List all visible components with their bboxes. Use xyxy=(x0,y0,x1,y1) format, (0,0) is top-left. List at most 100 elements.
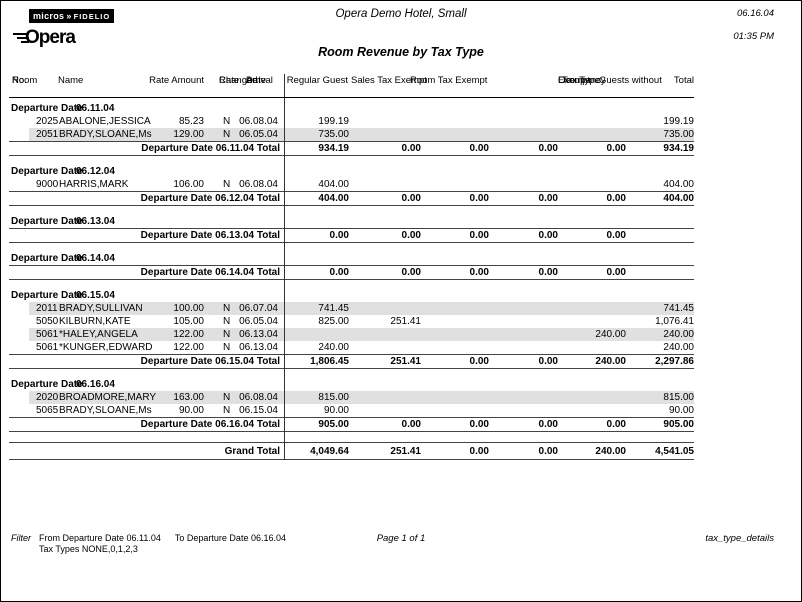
rate-changed-cell: N xyxy=(223,116,231,127)
rate-changed-cell: N xyxy=(223,392,231,403)
sales-tax-exempt-cell xyxy=(349,178,421,191)
logo-arrow-icon: » xyxy=(66,11,72,21)
rate-changed-cell: N xyxy=(223,129,231,140)
regular-guest-cell: 815.00 xyxy=(318,392,349,403)
occupancy-exempt-cell xyxy=(489,178,558,191)
micros-logo-text: micros xyxy=(33,11,65,21)
total-occupancy-exempt: 0.00 xyxy=(538,230,558,241)
arrival-date-cell: 06.05.04 xyxy=(239,129,278,140)
rate-amount-cell: 105.00 xyxy=(173,316,204,327)
filter-label: Filter xyxy=(11,533,31,543)
section-header: Departure Date 06.11.04 xyxy=(9,102,694,115)
rate-amount-cell: 163.00 xyxy=(173,392,204,403)
guest-name-cell: *HALEY,ANGELA xyxy=(59,329,138,340)
room-tax-exempt-cell xyxy=(421,341,489,354)
total-guests-without: 240.00 xyxy=(595,356,626,367)
rate-changed-cell: N xyxy=(223,405,231,416)
guest-name-cell: HARRIS,MARK xyxy=(59,179,129,190)
total-regular-guest: 905.00 xyxy=(318,419,349,430)
sales-tax-exempt-cell xyxy=(349,328,421,341)
guest-row: 2025 ABALONE,JESSICA 85.23 N 06.08.04 199.19 1… xyxy=(9,115,694,128)
arrival-date-cell: 06.08.04 xyxy=(239,179,278,190)
guest-row: 5065 BRADY,SLOANE,Ms 90.00 N 06.15.04 90.00 90… xyxy=(9,404,694,417)
arrival-date-cell: 06.07.04 xyxy=(239,303,278,314)
departure-date-value: 06.11.04 xyxy=(76,103,115,114)
room-tax-exempt-cell xyxy=(421,315,489,328)
guest-row: 2020 BROADMORE,MARY 163.00 N 06.08.04 815.00 8… xyxy=(9,391,694,404)
total-guests-without: 0.00 xyxy=(606,230,626,241)
total-cell: 240.00 xyxy=(663,329,694,340)
total-total: 905.00 xyxy=(663,419,694,430)
opera-swoosh-icon xyxy=(13,33,29,43)
guest-row: 2011 BRADY,SULLIVAN 100.00 N 06.07.04 741.45 7… xyxy=(9,302,694,315)
room-no-cell: 5050 xyxy=(36,316,59,327)
total-total: 404.00 xyxy=(663,193,694,204)
departure-date-value: 06.15.04 xyxy=(76,290,115,301)
arrival-date-cell: 06.05.04 xyxy=(239,316,278,327)
guest-name-cell: BROADMORE,MARY xyxy=(59,392,157,403)
guest-name-cell: BRADY,SLOANE,Ms xyxy=(59,129,152,140)
guests-without-cell xyxy=(558,341,626,354)
rate-amount-cell: 90.00 xyxy=(178,405,204,416)
total-cell: 815.00 xyxy=(663,392,694,403)
grand-total-occupancy-exempt: 0.00 xyxy=(538,446,558,457)
filter-line-1: From Departure Date 06.11.04 To Departure… xyxy=(39,533,286,543)
total-regular-guest: 404.00 xyxy=(318,193,349,204)
total-total: 2,297.86 xyxy=(655,356,694,367)
hotel-name: Opera Demo Hotel, Small xyxy=(335,8,467,20)
section-total-label: Departure Date 06.12.04 Total xyxy=(140,193,280,204)
total-room-tax-exempt: 0.00 xyxy=(469,267,489,278)
total-room-tax-exempt: 0.00 xyxy=(469,193,489,204)
sales-tax-exempt-cell xyxy=(349,391,421,404)
total-regular-guest: 0.00 xyxy=(329,230,349,241)
col-rate-amount: Rate Amount xyxy=(149,75,204,86)
rate-changed-cell: N xyxy=(223,316,231,327)
section-total-row: Departure Date 06.15.04 Total 1,806.45 251… xyxy=(9,354,694,369)
regular-guest-cell: 240.00 xyxy=(318,342,349,353)
column-header-row: Room No. Name Rate Amount Rate Changed Arr… xyxy=(9,74,694,98)
total-occupancy-exempt: 0.00 xyxy=(538,356,558,367)
guest-name-cell: BRADY,SLOANE,Ms xyxy=(59,405,152,416)
departure-section: Departure Date 06.11.04 2025 ABALONE,JESSIC… xyxy=(9,102,694,156)
section-total-row: Departure Date 06.12.04 Total 404.00 0.00 0… xyxy=(9,191,694,206)
col-name: Name xyxy=(58,75,84,86)
regular-guest-cell: 199.19 xyxy=(318,116,349,127)
total-regular-guest: 934.19 xyxy=(318,143,349,154)
total-room-tax-exempt: 0.00 xyxy=(469,419,489,430)
total-total xyxy=(626,266,694,279)
section-header: Departure Date 06.14.04 xyxy=(9,252,694,265)
departure-date-value: 06.16.04 xyxy=(76,379,115,390)
rate-amount-cell: 106.00 xyxy=(173,179,204,190)
section-header: Departure Date 06.15.04 xyxy=(9,289,694,302)
total-sales-tax-exempt: 0.00 xyxy=(401,143,421,154)
occupancy-exempt-cell xyxy=(489,341,558,354)
rate-amount-cell: 100.00 xyxy=(173,303,204,314)
total-sales-tax-exempt: 0.00 xyxy=(401,193,421,204)
section-total-label: Departure Date 06.14.04 Total xyxy=(140,267,280,278)
departure-date-value: 06.13.04 xyxy=(76,216,115,227)
grand-total-sales-tax-exempt: 251.41 xyxy=(390,446,421,457)
room-no-cell: 2051 xyxy=(36,129,59,140)
rate-changed-cell: N xyxy=(223,329,231,340)
total-cell: 735.00 xyxy=(663,129,694,140)
total-occupancy-exempt: 0.00 xyxy=(538,419,558,430)
rate-amount-cell: 85.23 xyxy=(178,116,204,127)
total-occupancy-exempt: 0.00 xyxy=(538,143,558,154)
total-guests-without: 0.00 xyxy=(606,267,626,278)
departure-section: Departure Date 06.14.04 Departure Date 06.… xyxy=(9,252,694,280)
grand-total-room-tax-exempt: 0.00 xyxy=(469,446,489,457)
total-sales-tax-exempt: 251.41 xyxy=(390,356,421,367)
grand-total-regular-guest: 4,049.64 xyxy=(310,446,349,457)
room-tax-exempt-cell xyxy=(421,178,489,191)
total-sales-tax-exempt: 0.00 xyxy=(401,230,421,241)
room-tax-exempt-cell xyxy=(421,328,489,341)
room-no-cell: 9000 xyxy=(36,179,59,190)
filter-text: From Departure Date 06.11.04 To Departure… xyxy=(39,533,286,555)
guest-row: 5050 KILBURN,KATE 105.00 N 06.05.04 825.00 251… xyxy=(9,315,694,328)
total-cell: 741.45 xyxy=(663,303,694,314)
section-header: Departure Date 06.12.04 xyxy=(9,165,694,178)
total-sales-tax-exempt: 0.00 xyxy=(401,267,421,278)
sales-tax-exempt-cell xyxy=(349,404,421,417)
departure-date-value: 06.12.04 xyxy=(76,166,115,177)
report-title: Room Revenue by Tax Type xyxy=(318,45,484,59)
